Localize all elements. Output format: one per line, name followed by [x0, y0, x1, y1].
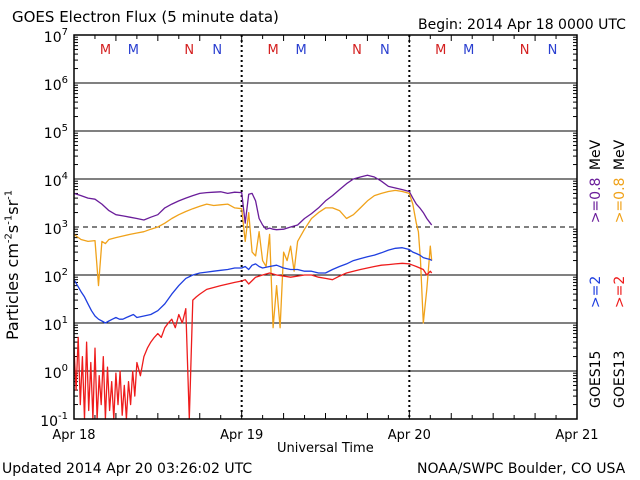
mn-marker: M — [267, 43, 278, 58]
legend-goes13-label: GOES13 — [612, 350, 628, 408]
y-tick-label: 106 — [44, 75, 68, 94]
chart-title: GOES Electron Flux (5 minute data) — [12, 8, 279, 26]
mn-marker: N — [380, 43, 390, 58]
legend-goes15-unit: MeV — [588, 139, 604, 171]
x-tick-label: Apr 18 — [52, 428, 95, 443]
footer-source: NOAA/SWPC Boulder, CO USA — [417, 461, 626, 477]
y-tick-label: 105 — [44, 123, 68, 142]
mn-marker: M — [295, 43, 306, 58]
mn-marker: N — [548, 43, 558, 58]
mn-marker: M — [100, 43, 111, 58]
legend-goes13-2mev: >=2 — [612, 275, 628, 309]
legend-goes15-2mev: >=2 — [588, 275, 604, 309]
plot-frame — [73, 34, 578, 420]
mn-marker: M — [128, 43, 139, 58]
mn-marker: N — [212, 43, 222, 58]
mn-marker: M — [435, 43, 446, 58]
y-axis-label-text: Particles cm-2s-1sr-1 — [3, 189, 23, 340]
legend-goes15: GOES15 >=2 >=0.8 MeV — [588, 140, 604, 408]
legend-goes15-label: GOES15 — [588, 350, 604, 408]
x-axis-label: Universal Time — [277, 441, 374, 456]
mn-marker: N — [520, 43, 530, 58]
mn-marker: M — [463, 43, 474, 58]
legend-goes13-08mev: >=0.8 — [612, 177, 628, 224]
y-tick-label: 102 — [44, 267, 68, 286]
mn-marker: N — [184, 43, 194, 58]
series-line — [73, 189, 433, 329]
begin-time: Begin: 2014 Apr 18 0000 UTC — [418, 17, 626, 33]
y-axis-label: Particles cm-2s-1sr-1 — [2, 189, 23, 340]
y-tick-label: 10-1 — [40, 411, 68, 430]
x-tick-label: Apr 19 — [220, 428, 263, 443]
y-tick-label: 100 — [44, 363, 68, 382]
series-line — [73, 174, 433, 231]
series-line — [73, 262, 433, 420]
x-tick-label: Apr 20 — [388, 428, 431, 443]
legend-goes13-unit: MeV — [612, 139, 628, 171]
y-tick-label: 101 — [44, 315, 68, 334]
x-tick-label: Apr 21 — [555, 428, 598, 443]
y-tick-label: 104 — [44, 171, 68, 190]
footer-updated: Updated 2014 Apr 20 03:26:02 UTC — [2, 461, 253, 477]
legend-goes15-08mev: >=0.8 — [588, 177, 604, 224]
legend-goes13: GOES13 >=2 >=0.8 MeV — [612, 140, 628, 408]
series-line — [73, 247, 433, 324]
y-tick-label: 103 — [44, 219, 68, 238]
y-tick-label: 107 — [44, 27, 68, 46]
mn-marker: N — [352, 43, 362, 58]
